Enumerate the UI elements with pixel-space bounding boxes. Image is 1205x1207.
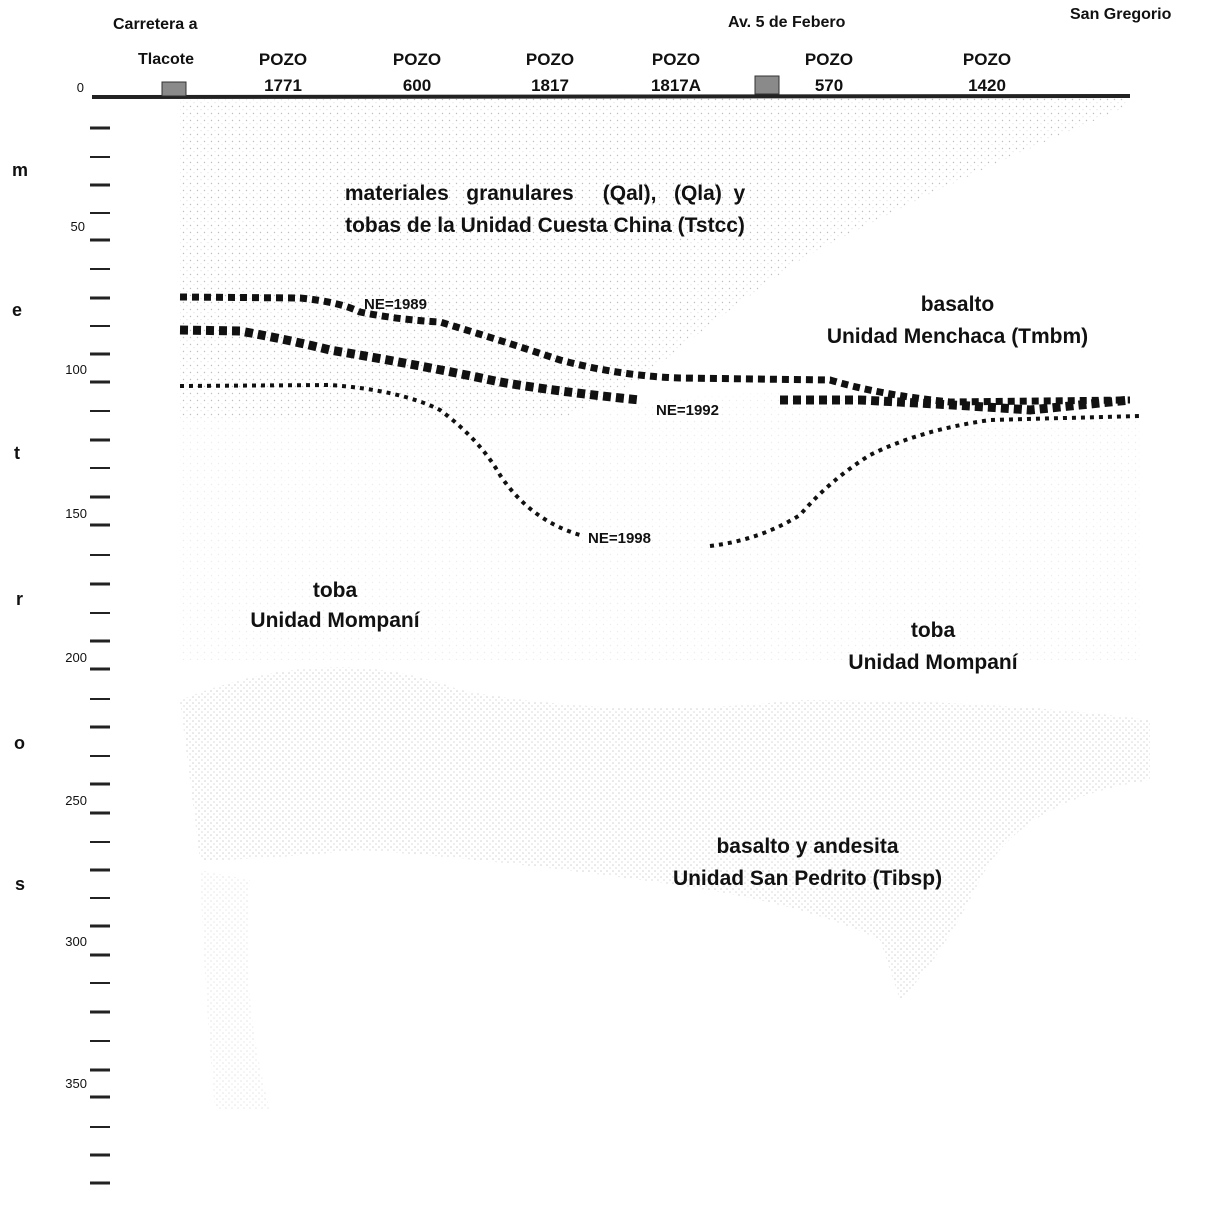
axis-letter-e: e: [12, 300, 23, 320]
granular-unit-label-line2: tobas de la Unidad Cuesta China (Tstcc): [345, 214, 745, 237]
water-level-1989-line: [179, 293, 1131, 406]
san-pedrito-tail-shading: [200, 870, 270, 1110]
axis-letter-t: t: [14, 443, 20, 463]
menchaca-unit-label-line2: Unidad Menchaca (Tmbm): [826, 325, 1089, 348]
well-label: POZO 1771: [258, 50, 308, 95]
mompani-right-label-line1: toba: [910, 619, 956, 642]
depth-tick-label: 250: [65, 793, 87, 808]
mompani-right-label-line2: Unidad Mompaní: [848, 651, 1018, 674]
axis-letter-o: o: [14, 733, 25, 753]
water-level-1989-label: NE=1989: [364, 296, 427, 313]
town-label: San Gregorio: [1070, 6, 1172, 23]
axis-letter-s: s: [15, 874, 26, 894]
ground-surface-line: [91, 94, 1131, 99]
depth-tick-label: 200: [65, 650, 87, 665]
depth-tick-label: 50: [70, 219, 85, 234]
mompani-left-label-line1: toba: [312, 579, 358, 602]
water-level-1998-line: [179, 382, 1141, 548]
tuff-unit-shading: [180, 393, 1140, 660]
axis-letter-r: r: [16, 589, 24, 609]
granular-unit-shading: [180, 96, 1130, 420]
san-pedrito-label-line2: Unidad San Pedrito (Tibsp): [672, 867, 943, 890]
avenue-label: Av. 5 de Febero: [728, 14, 846, 31]
axis-letter-m: m: [12, 160, 29, 180]
avenue-marker: [754, 75, 780, 95]
depth-tick-label: 300: [65, 934, 87, 949]
road-label-line1: Carretera a: [113, 16, 198, 33]
well-label: POZO 1420: [962, 50, 1012, 95]
well-label: POZO 570: [804, 50, 854, 95]
well-label: POZO 600: [392, 50, 442, 95]
menchaca-unit-label-line1: basalto: [920, 293, 995, 316]
water-level-1998-label: NE=1998: [588, 530, 651, 547]
well-label: POZO 1817A: [650, 50, 702, 95]
depth-axis-ticks: [90, 126, 110, 1185]
tlacote-road-marker: [161, 81, 187, 97]
depth-tick-label: 350: [65, 1076, 87, 1091]
road-label-line2: Tlacote: [138, 51, 195, 68]
depth-tick-label: 150: [65, 506, 87, 521]
san-pedrito-label-line1: basalto y andesita: [716, 835, 899, 858]
depth-tick-label: 0: [76, 80, 84, 95]
water-level-1992-label: NE=1992: [656, 402, 719, 419]
granular-unit-label-line1: materiales granulares (Qal), (Qla) y: [344, 182, 746, 205]
san-pedrito-unit-shading: [180, 667, 1150, 1000]
mompani-left-label-line2: Unidad Mompaní: [250, 609, 420, 632]
water-level-1992-line: [179, 325, 1131, 415]
depth-tick-label: 100: [65, 362, 87, 377]
well-label: POZO 1817: [525, 50, 575, 95]
